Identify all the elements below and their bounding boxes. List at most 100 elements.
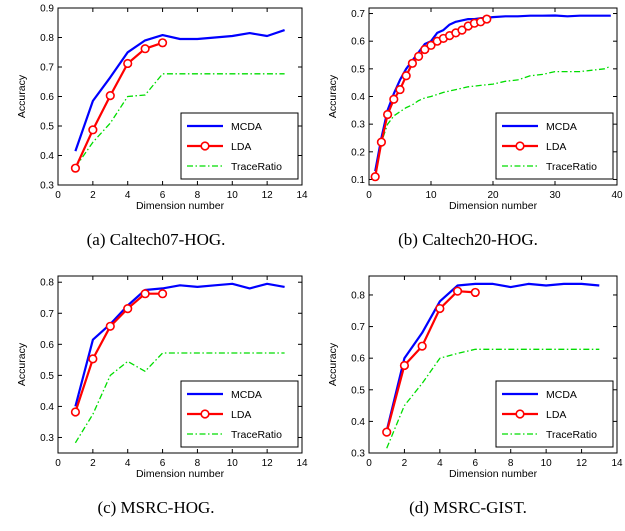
data-point-lda bbox=[482, 14, 492, 24]
y-axis-label: Accuracy bbox=[16, 74, 28, 118]
x-tick-label: 4 bbox=[125, 458, 131, 469]
legend-entry-lda: LDA bbox=[546, 409, 566, 421]
data-point-lda bbox=[88, 125, 98, 135]
y-tick-label: 0.6 bbox=[40, 92, 54, 103]
legend-marker-lda bbox=[200, 409, 210, 419]
chart-caption: (d) MSRC-GIST. bbox=[409, 498, 527, 517]
legend-marker-lda bbox=[515, 141, 525, 151]
data-point-lda bbox=[382, 427, 392, 437]
chart-caption: (b) Caltech20-HOG. bbox=[398, 230, 538, 249]
data-point-lda bbox=[426, 40, 436, 50]
y-tick-label: 0.4 bbox=[40, 151, 54, 162]
x-tick-label: 0 bbox=[366, 190, 372, 201]
data-point-lda bbox=[395, 84, 405, 95]
data-point-lda bbox=[382, 109, 393, 120]
legend-entry-mcda: MCDA bbox=[231, 121, 262, 133]
x-tick-label: 0 bbox=[55, 458, 61, 469]
data-point-lda bbox=[123, 58, 133, 69]
chart-caption: (c) MSRC-HOG. bbox=[97, 498, 215, 517]
data-point-lda bbox=[157, 38, 168, 48]
x-tick-label: 10 bbox=[425, 190, 437, 201]
x-tick-label: 2 bbox=[402, 458, 408, 469]
data-point-lda bbox=[399, 360, 410, 371]
x-axis-label: Dimension number bbox=[449, 200, 538, 212]
y-tick-label: 0.8 bbox=[40, 33, 54, 44]
x-tick-label: 12 bbox=[262, 458, 274, 469]
data-point-lda bbox=[417, 341, 427, 351]
data-point-lda bbox=[140, 44, 150, 54]
data-point-lda bbox=[457, 25, 467, 35]
line-chart: 0 2 4 6 8 10 12 14 0.3 0.4 0.5 0.6 0.7 0.8 0.9 Dimensio… bbox=[16, 4, 308, 213]
x-tick-label: 2 bbox=[90, 458, 96, 469]
y-tick-label: 0.3 bbox=[40, 433, 54, 444]
x-tick-label: 6 bbox=[160, 458, 166, 469]
data-point-lda bbox=[389, 94, 399, 104]
y-tick-label: 0.4 bbox=[351, 92, 365, 103]
y-tick-label: 0.6 bbox=[40, 340, 54, 351]
y-tick-label: 0.3 bbox=[40, 181, 54, 192]
series-line-traceratio bbox=[74, 352, 285, 444]
legend-entry-mcda: MCDA bbox=[231, 389, 262, 401]
y-tick-label: 0.7 bbox=[351, 9, 365, 20]
data-point-lda bbox=[413, 51, 424, 61]
data-point-lda bbox=[470, 287, 480, 298]
x-axis-label: Dimension number bbox=[449, 468, 538, 480]
series-line-mcda bbox=[374, 14, 611, 172]
data-point-lda bbox=[123, 304, 133, 314]
legend-entry-lda: LDA bbox=[546, 141, 566, 153]
legend-entry-traceratio: TraceRatio bbox=[231, 429, 282, 441]
data-point-lda bbox=[435, 303, 445, 314]
x-tick-label: 0 bbox=[366, 458, 372, 469]
x-tick-label: 10 bbox=[541, 458, 553, 469]
legend-marker-lda bbox=[200, 141, 210, 151]
x-tick-label: 40 bbox=[611, 190, 623, 201]
data-point-lda bbox=[370, 172, 380, 182]
legend-entry-lda: LDA bbox=[231, 141, 251, 153]
series-line-mcda bbox=[74, 29, 285, 152]
chart-panel-msrc-hog: 0 2 4 6 8 10 12 14 0.3 0.4 0.5 0.6 0.7 0.8 Dimension n… bbox=[0, 266, 312, 531]
line-chart: 0 2 4 6 8 10 12 14 0.3 0.4 0.5 0.6 0.7 0.8 Dimension n… bbox=[327, 275, 623, 480]
y-tick-label: 0.9 bbox=[40, 4, 54, 15]
data-point-lda bbox=[376, 137, 386, 147]
x-axis-label: Dimension number bbox=[136, 468, 225, 480]
data-point-lda bbox=[157, 289, 168, 299]
y-tick-label: 0.7 bbox=[40, 309, 54, 320]
x-tick-label: 20 bbox=[487, 190, 499, 201]
x-tick-label: 12 bbox=[262, 190, 274, 201]
y-tick-label: 0.4 bbox=[40, 402, 54, 413]
y-tick-label: 0.4 bbox=[351, 417, 365, 428]
data-point-lda bbox=[105, 321, 115, 331]
x-tick-label: 8 bbox=[195, 190, 201, 201]
x-tick-label: 14 bbox=[611, 458, 623, 469]
data-point-lda bbox=[407, 58, 417, 68]
y-axis-label: Accuracy bbox=[327, 342, 339, 386]
y-tick-label: 0.1 bbox=[351, 175, 365, 186]
y-axis-label: Accuracy bbox=[327, 74, 339, 118]
data-point-lda bbox=[70, 163, 81, 173]
data-point-lda bbox=[420, 44, 430, 55]
x-tick-label: 6 bbox=[160, 190, 166, 201]
chart-panel-msrc-gist: 0 2 4 6 8 10 12 14 0.3 0.4 0.5 0.6 0.7 0.8 Dimension n… bbox=[312, 266, 624, 531]
y-tick-label: 0.2 bbox=[351, 147, 365, 158]
x-tick-label: 14 bbox=[296, 190, 308, 201]
y-tick-label: 0.5 bbox=[351, 64, 365, 75]
y-tick-label: 0.5 bbox=[40, 122, 54, 133]
legend-entry-traceratio: TraceRatio bbox=[546, 161, 597, 173]
series-line-mcda bbox=[385, 282, 600, 432]
legend-entry-lda: LDA bbox=[231, 409, 251, 421]
x-tick-label: 30 bbox=[549, 190, 561, 201]
legend-marker-lda bbox=[515, 409, 525, 419]
data-point-lda bbox=[401, 71, 411, 81]
y-axis-label: Accuracy bbox=[16, 342, 28, 386]
line-chart: 0 2 4 6 8 10 12 14 0.3 0.4 0.5 0.6 0.7 0.8 Dimension n… bbox=[16, 275, 308, 480]
data-point-lda bbox=[88, 354, 98, 364]
y-tick-label: 0.8 bbox=[40, 278, 54, 289]
x-tick-label: 2 bbox=[90, 190, 96, 201]
data-point-lda bbox=[452, 286, 463, 296]
y-tick-label: 0.6 bbox=[351, 354, 365, 365]
legend-entry-traceratio: TraceRatio bbox=[231, 161, 282, 173]
x-tick-label: 0 bbox=[55, 190, 61, 201]
data-point-lda bbox=[140, 289, 150, 299]
x-tick-label: 10 bbox=[227, 458, 239, 469]
y-tick-label: 0.6 bbox=[351, 37, 365, 48]
